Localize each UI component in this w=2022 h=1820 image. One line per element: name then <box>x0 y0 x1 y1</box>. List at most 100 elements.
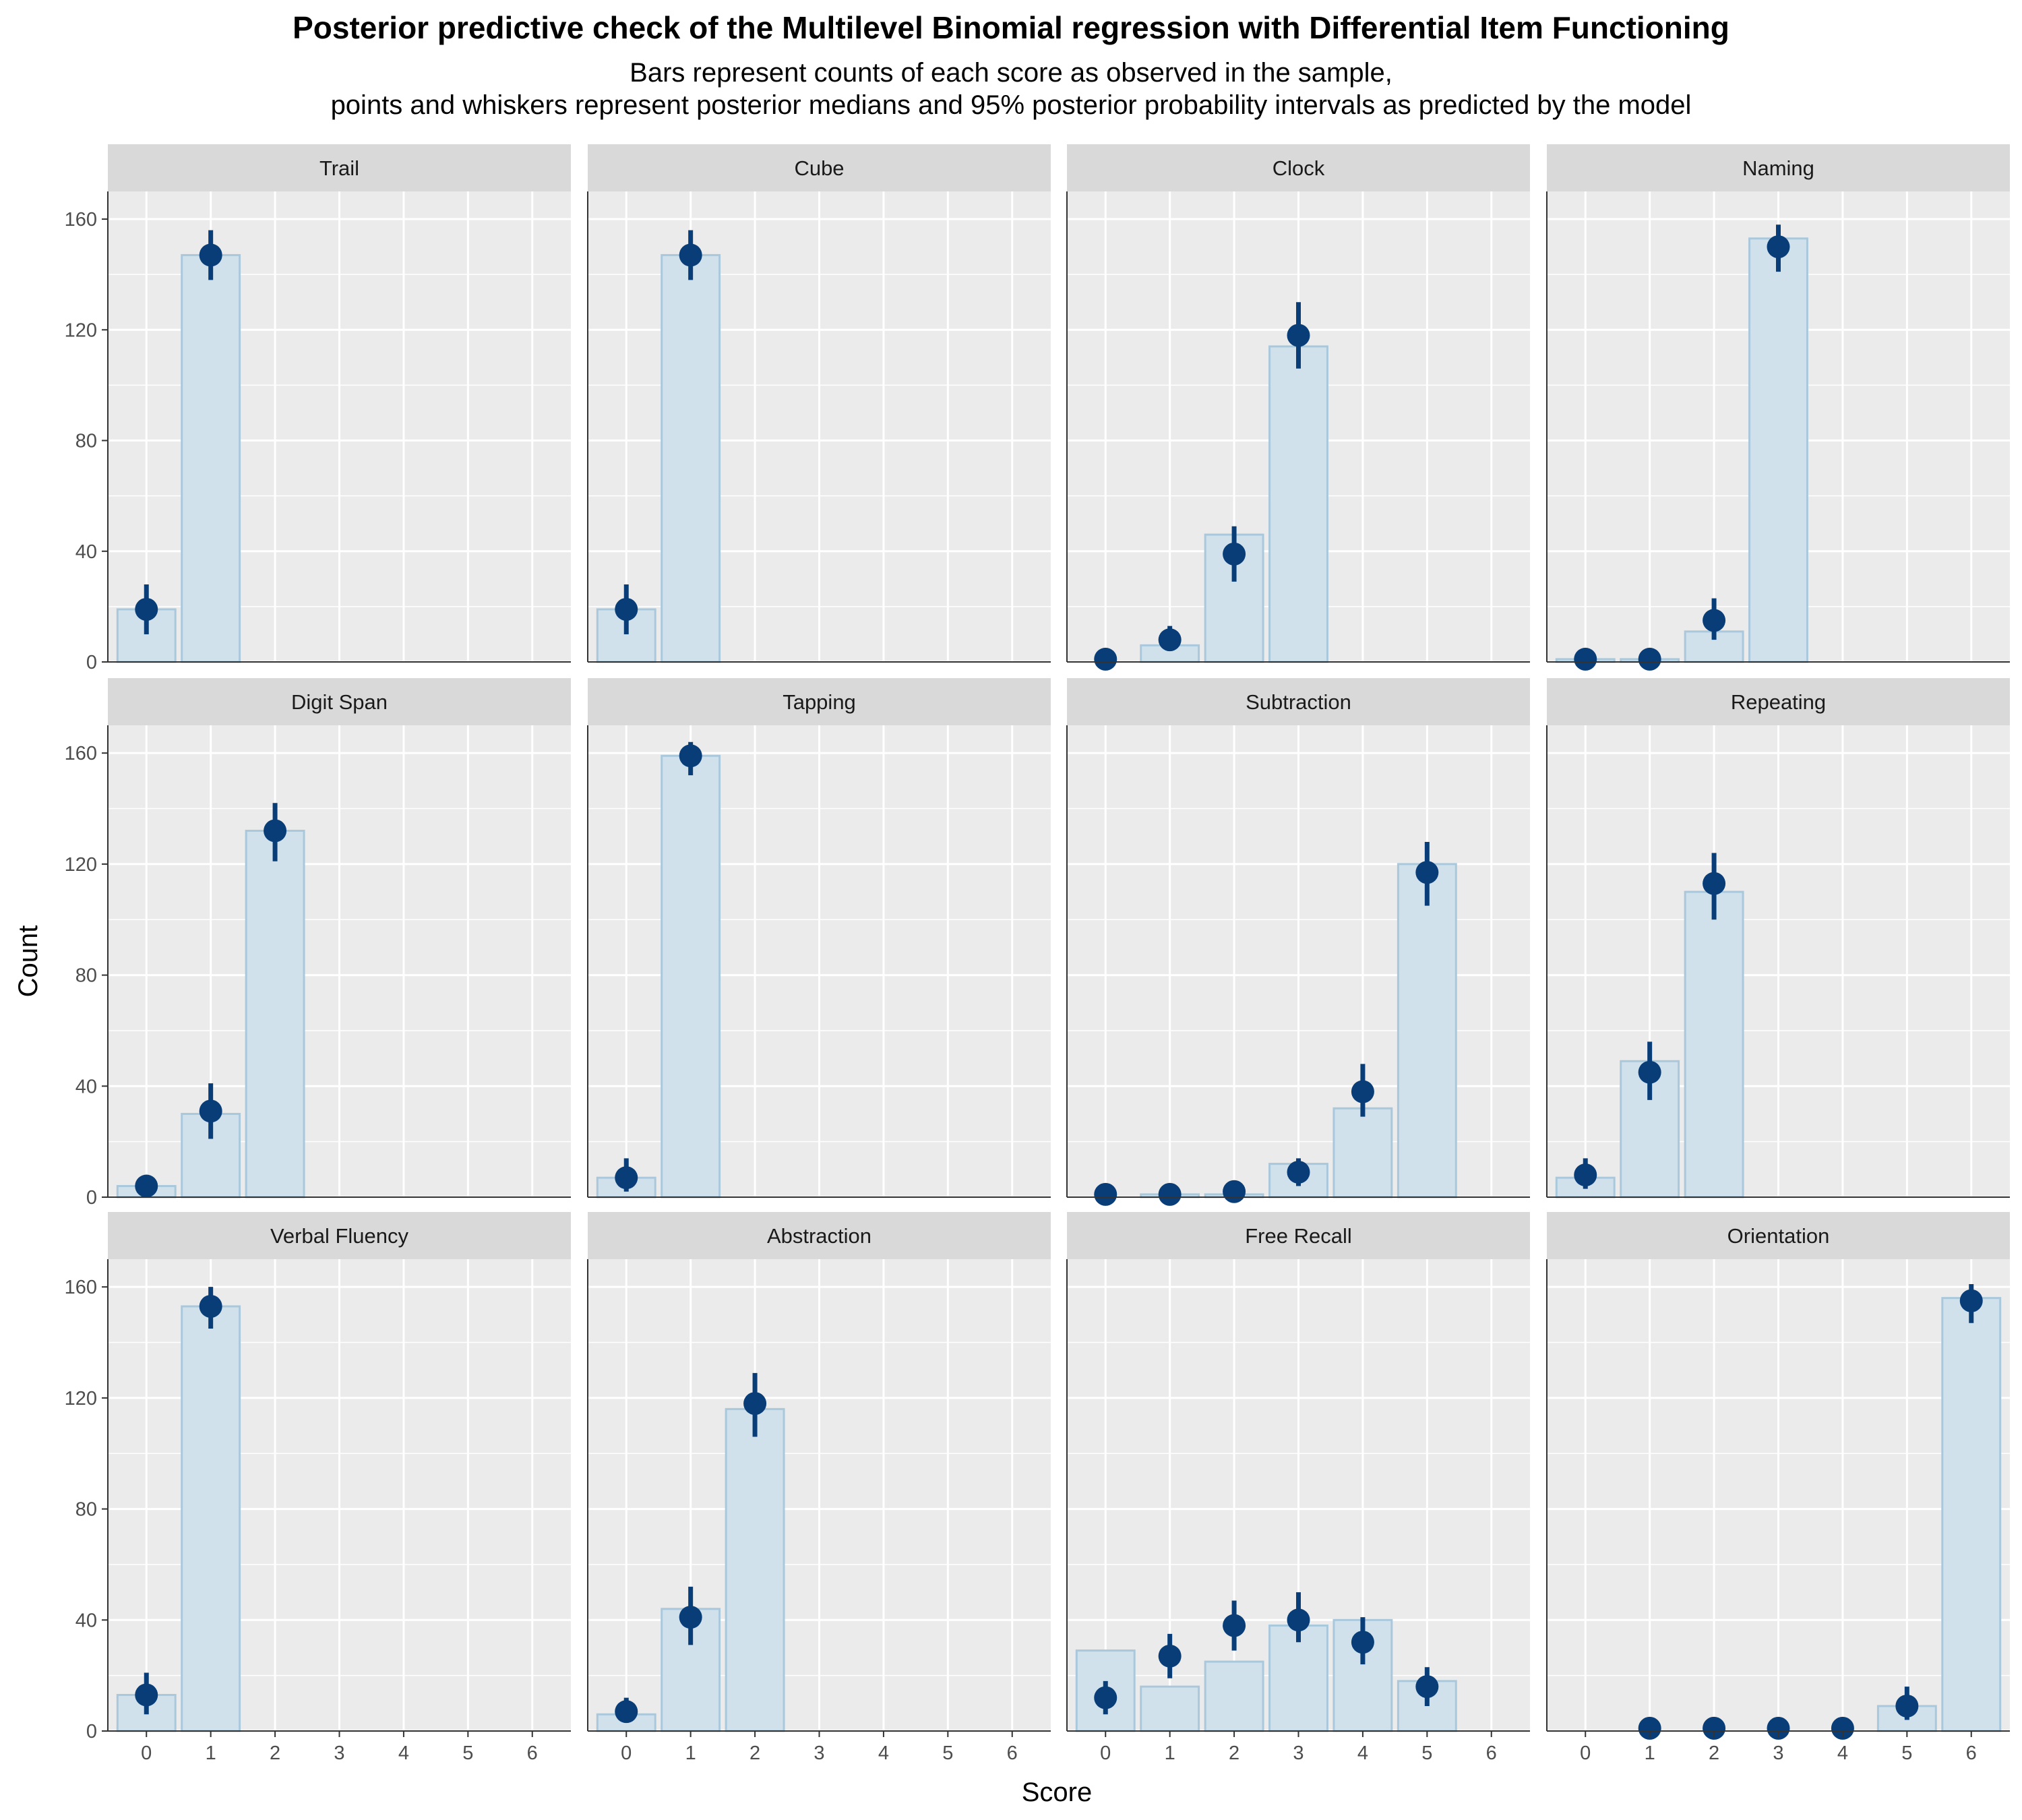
x-tick-label: 6 <box>527 1742 538 1764</box>
x-tick-label: 1 <box>206 1742 216 1764</box>
panel-cube: Cube <box>587 144 1051 663</box>
strip-label-subtraction: Subtraction <box>1246 690 1351 714</box>
strip-label-naming: Naming <box>1742 156 1814 180</box>
chart-subtitle: Bars represent counts of each score as o… <box>0 57 2022 121</box>
strip-label-digit-span: Digit Span <box>291 690 388 714</box>
strip-free-recall <box>1067 1212 1530 1259</box>
x-tick-label: 1 <box>685 1742 696 1764</box>
x-tick-label: 3 <box>814 1742 824 1764</box>
panel-clock: Clock <box>1066 144 1530 671</box>
strip-repeating <box>1547 678 2010 725</box>
x-tick-label: 3 <box>1773 1742 1783 1764</box>
y-tick-label: 120 <box>65 320 97 341</box>
strip-label-cube: Cube <box>794 156 844 180</box>
point-clock-score-0 <box>1094 647 1117 671</box>
bar-subtraction-score-4 <box>1332 1107 1393 1199</box>
x-tick-label: 2 <box>270 1742 280 1764</box>
y-tick-label: 80 <box>75 431 97 452</box>
x-axis-title: Score <box>1022 1778 1093 1807</box>
strip-orientation <box>1547 1212 2010 1259</box>
point-free-recall-score-5 <box>1415 1675 1439 1699</box>
point-free-recall-score-2 <box>1223 1614 1246 1637</box>
x-tick-label: 4 <box>878 1742 889 1764</box>
point-subtraction-score-5 <box>1415 861 1439 884</box>
x-tick-label: 6 <box>1486 1742 1497 1764</box>
bar-free-recall-score-2 <box>1204 1660 1264 1732</box>
strip-verbal-fluency <box>108 1212 571 1259</box>
point-clock-score-3 <box>1287 324 1310 347</box>
panel-free-recall: Free Recall 0 1 2 3 4 5 6 <box>1066 1212 1530 1764</box>
y-tick-label: 80 <box>75 1499 97 1521</box>
bar-clock-score-3 <box>1268 345 1328 663</box>
bar-repeating-score-2 <box>1684 890 1744 1199</box>
point-abstraction-score-1 <box>679 1606 702 1629</box>
bar-abstraction-score-2 <box>725 1407 785 1732</box>
point-free-recall-score-4 <box>1351 1631 1374 1654</box>
point-abstraction-score-0 <box>615 1700 638 1724</box>
strip-label-tapping: Tapping <box>783 690 856 714</box>
strip-digit-span <box>108 678 571 725</box>
panel-trail: Trail 0 40 80 120 160 <box>65 144 571 673</box>
bar-subtraction-score-5 <box>1397 863 1457 1199</box>
bar-trail-score-1 <box>181 253 241 663</box>
x-tick-label: 4 <box>1837 1742 1848 1764</box>
point-orientation-score-4 <box>1831 1716 1854 1740</box>
chart-title: Posterior predictive check of the Multil… <box>293 10 1729 45</box>
bar-digit-span-score-2 <box>245 829 305 1199</box>
point-naming-score-2 <box>1703 609 1726 632</box>
point-cube-score-1 <box>679 243 702 267</box>
x-tick-label: 3 <box>1293 1742 1304 1764</box>
panel-subtraction: Subtraction <box>1066 678 1530 1206</box>
strip-naming <box>1547 144 2010 191</box>
x-tick-label: 5 <box>942 1742 953 1764</box>
chart-subtitle-line-1: Bars represent counts of each score as o… <box>630 58 1392 88</box>
strip-subtraction <box>1067 678 1530 725</box>
bar-tapping-score-1 <box>661 754 721 1199</box>
point-subtraction-score-3 <box>1287 1160 1310 1184</box>
y-tick-label: 0 <box>86 1187 97 1209</box>
x-tick-label: 0 <box>141 1742 152 1764</box>
y-tick-label: 120 <box>65 1388 97 1409</box>
panel-orientation: Orientation 0 1 2 3 4 5 6 <box>1546 1212 2010 1764</box>
point-tapping-score-0 <box>615 1166 638 1190</box>
point-subtraction-score-1 <box>1158 1182 1182 1206</box>
point-clock-score-2 <box>1223 542 1246 566</box>
chart-subtitle-line-2: points and whiskers represent posterior … <box>330 90 1692 120</box>
point-free-recall-score-3 <box>1287 1608 1310 1632</box>
y-tick-label: 40 <box>75 1076 97 1097</box>
point-orientation-score-3 <box>1767 1716 1790 1740</box>
strip-label-repeating: Repeating <box>1731 690 1826 714</box>
x-tick-label: 0 <box>1100 1742 1111 1764</box>
point-repeating-score-0 <box>1574 1163 1597 1187</box>
panel-naming: Naming <box>1546 144 2010 671</box>
bar-verbal-fluency-score-1 <box>181 1305 241 1732</box>
point-tapping-score-1 <box>679 744 702 768</box>
y-tick-label: 160 <box>65 1277 97 1298</box>
y-tick-label: 80 <box>75 965 97 987</box>
x-tick-label: 1 <box>1645 1742 1655 1764</box>
x-tick-label: 6 <box>1966 1742 1977 1764</box>
x-tick-label: 2 <box>749 1742 760 1764</box>
x-tick-label: 6 <box>1007 1742 1018 1764</box>
point-orientation-score-5 <box>1895 1694 1919 1718</box>
bar-orientation-score-6 <box>1941 1297 2002 1732</box>
strip-label-abstraction: Abstraction <box>767 1224 871 1248</box>
point-subtraction-score-0 <box>1094 1182 1117 1206</box>
y-tick-label: 120 <box>65 854 97 876</box>
y-tick-label: 40 <box>75 1610 97 1631</box>
point-naming-score-0 <box>1574 647 1597 671</box>
point-repeating-score-1 <box>1638 1060 1661 1084</box>
panel-abstraction: Abstraction 0 1 2 3 4 5 6 <box>587 1212 1051 1764</box>
x-tick-label: 2 <box>1229 1742 1239 1764</box>
point-naming-score-3 <box>1767 235 1790 259</box>
bar-free-recall-score-3 <box>1268 1625 1328 1732</box>
y-tick-label: 160 <box>65 209 97 231</box>
panel-tapping: Tapping <box>587 678 1051 1199</box>
point-cube-score-0 <box>615 597 638 621</box>
x-tick-label: 0 <box>1580 1742 1591 1764</box>
point-digit-span-score-2 <box>264 819 287 843</box>
strip-tapping <box>588 678 1051 725</box>
point-free-recall-score-1 <box>1158 1644 1182 1668</box>
point-orientation-score-2 <box>1703 1716 1726 1740</box>
